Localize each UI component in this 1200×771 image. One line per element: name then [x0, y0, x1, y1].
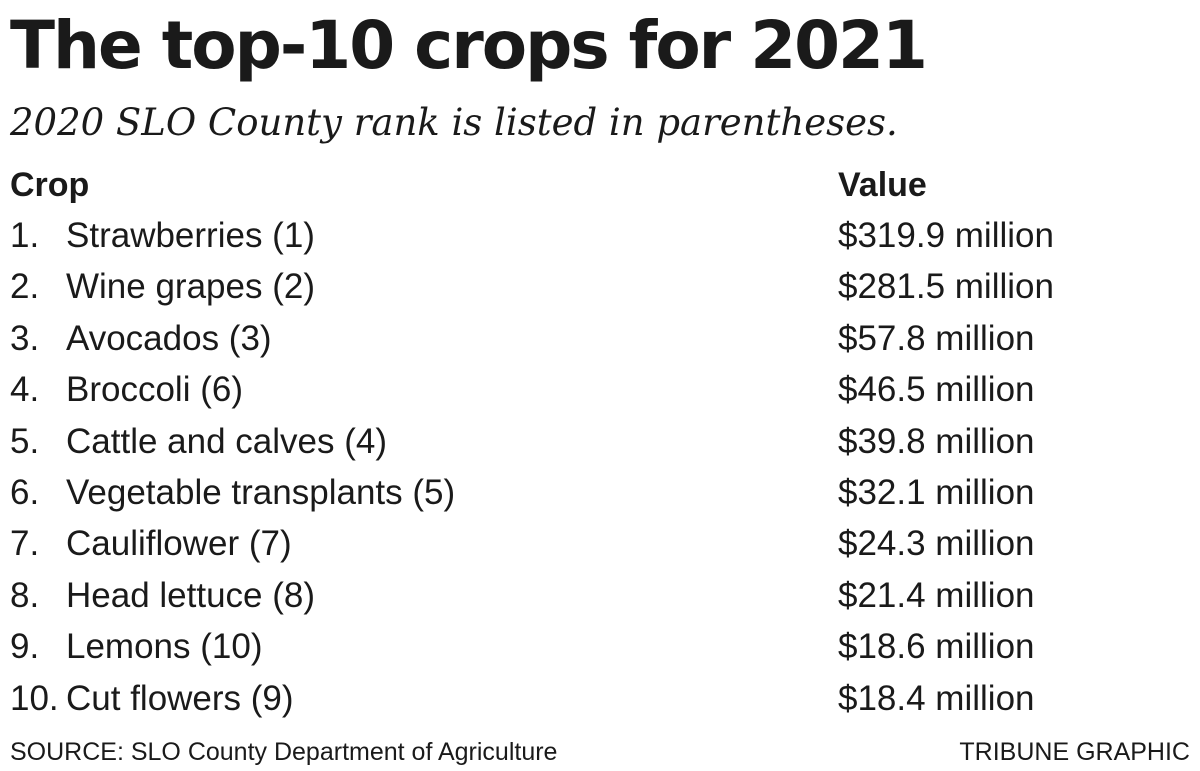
rank-label: 5.: [10, 421, 40, 461]
crop-name: Vegetable transplants (5): [66, 472, 456, 512]
crop-cell: 2. Wine grapes (2): [10, 261, 315, 312]
crop-cell: 7. Cauliflower (7): [10, 518, 292, 569]
value-cell: $18.6 million: [838, 627, 1035, 667]
rank-label: 10.: [10, 678, 59, 718]
value-cell: $21.4 million: [838, 575, 1035, 615]
rank-label: 7.: [10, 524, 40, 564]
rank-label: 1.: [10, 216, 40, 255]
crop-cell: 9. Lemons (10): [10, 621, 262, 672]
crop-cell: 4. Broccoli (6): [10, 364, 243, 415]
rank-label: 8.: [10, 575, 40, 615]
table-row: 9. Lemons (10) $18.6 million: [10, 621, 1190, 672]
table-row: 7. Cauliflower (7) $24.3 million: [10, 518, 1190, 569]
table-row: 1. Strawberries (1) $319.9 million: [10, 210, 1190, 261]
value-cell: $46.5 million: [838, 370, 1035, 410]
crop-name: Broccoli (6): [66, 370, 243, 410]
crop-name: Head lettuce (8): [66, 575, 316, 615]
table-body: 1. Strawberries (1) $319.9 million 2. Wine g…: [10, 210, 1190, 724]
crop-name: Strawberries (1): [66, 216, 315, 255]
crop-cell: 5. Cattle and calves (4): [10, 416, 387, 467]
rank-label: 3.: [10, 318, 40, 358]
rank-label: 6.: [10, 472, 40, 512]
chart-subtitle: 2020 SLO County rank is listed in parent…: [10, 101, 898, 144]
table-header: Crop Value: [10, 160, 1190, 210]
graphic-credit: TRIBUNE GRAPHIC: [959, 738, 1190, 766]
crop-cell: 3. Avocados (3): [10, 313, 272, 364]
chart-title: The top-10 crops for 2021: [10, 7, 928, 84]
table-row: 10. Cut flowers (9) $18.4 million: [10, 673, 1190, 724]
rank-label: 4.: [10, 370, 40, 410]
table-row: 2. Wine grapes (2) $281.5 million: [10, 261, 1190, 312]
crop-name: Cauliflower (7): [66, 524, 292, 564]
value-cell: $24.3 million: [838, 524, 1035, 564]
table-row: 6. Vegetable transplants (5) $32.1 million: [10, 467, 1190, 518]
column-header-crop: Crop: [10, 166, 90, 204]
crop-cell: 6. Vegetable transplants (5): [10, 467, 455, 518]
crop-name: Avocados (3): [66, 318, 272, 358]
crop-cell: 10. Cut flowers (9): [10, 673, 294, 724]
rank-label: 9.: [10, 627, 40, 667]
crops-table: Crop Value 1. Strawberries (1) $319.9 mill…: [10, 160, 1190, 724]
value-cell: $57.8 million: [838, 318, 1035, 358]
value-cell: $319.9 million: [838, 216, 1054, 255]
column-header-value: Value: [838, 166, 927, 204]
crop-name: Cut flowers (9): [66, 678, 294, 718]
value-cell: $39.8 million: [838, 421, 1035, 461]
table-row: 4. Broccoli (6) $46.5 million: [10, 364, 1190, 415]
value-cell: $18.4 million: [838, 678, 1035, 718]
value-cell: $281.5 million: [838, 267, 1054, 307]
crop-cell: 8. Head lettuce (8): [10, 570, 315, 621]
crop-name: Lemons (10): [66, 627, 263, 667]
crop-cell: 1. Strawberries (1): [10, 210, 315, 261]
value-cell: $32.1 million: [838, 472, 1035, 512]
crop-name: Wine grapes (2): [66, 267, 315, 307]
crop-name: Cattle and calves (4): [66, 421, 387, 461]
rank-label: 2.: [10, 267, 40, 307]
table-row: 3. Avocados (3) $57.8 million: [10, 313, 1190, 364]
table-row: 5. Cattle and calves (4) $39.8 million: [10, 416, 1190, 467]
table-row: 8. Head lettuce (8) $21.4 million: [10, 570, 1190, 621]
source-note: SOURCE: SLO County Department of Agricul…: [10, 738, 558, 766]
